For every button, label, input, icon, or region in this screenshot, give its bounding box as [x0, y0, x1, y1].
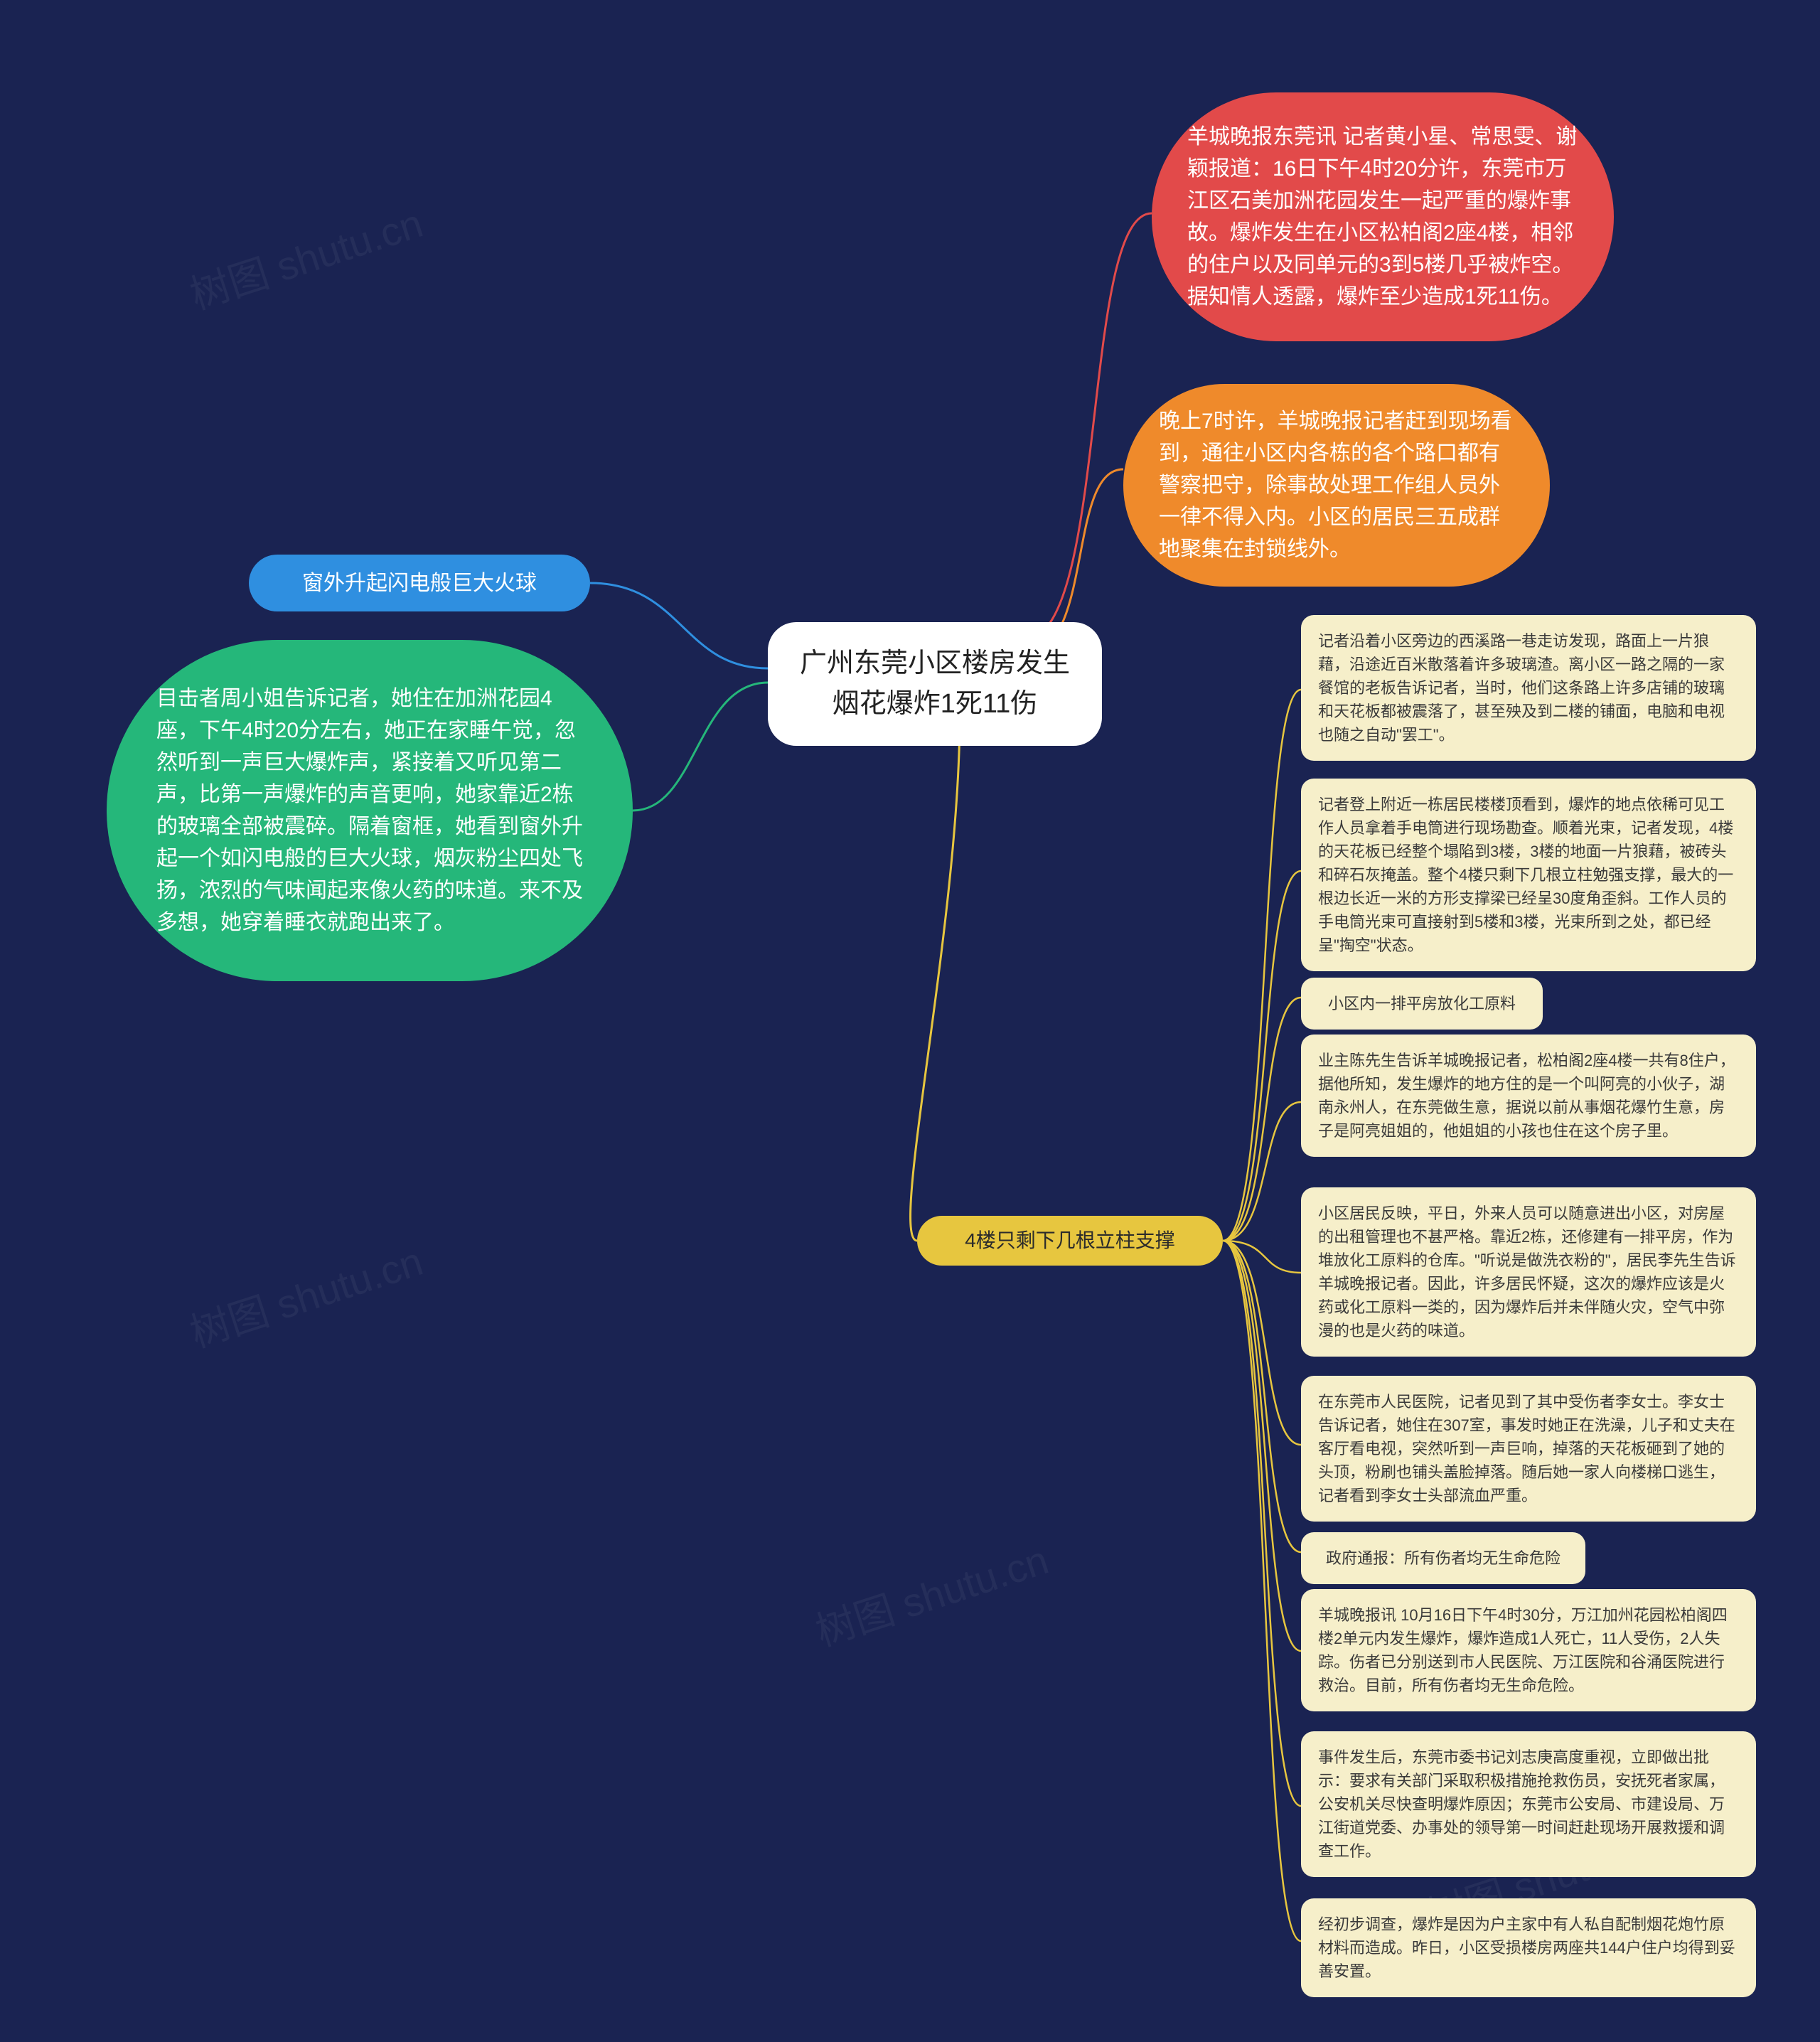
- leaf-node[interactable]: 记者登上附近一栋居民楼楼顶看到，爆炸的地点依稀可见工作人员拿着手电筒进行现场勘查…: [1301, 779, 1756, 971]
- watermark: 树图 shutu.cn: [182, 1230, 429, 1359]
- branch-node-blue[interactable]: 窗外升起闪电般巨大火球: [249, 555, 590, 611]
- leaf-node[interactable]: 小区居民反映，平日，外来人员可以随意进出小区，对房屋的出租管理也不甚严格。靠近2…: [1301, 1187, 1756, 1357]
- branch-node-green[interactable]: 目击者周小姐告诉记者，她住在加洲花园4座，下午4时20分左右，她正在家睡午觉，忽…: [107, 640, 633, 981]
- root-node[interactable]: 广州东莞小区楼房发生烟花爆炸1死11伤: [768, 622, 1102, 746]
- branch-node-orange[interactable]: 晚上7时许，羊城晚报记者赶到现场看到，通往小区内各栋的各个路口都有警察把守，除事…: [1123, 384, 1550, 587]
- leaf-node[interactable]: 业主陈先生告诉羊城晚报记者，松柏阁2座4楼一共有8住户，据他所知，发生爆炸的地方…: [1301, 1035, 1756, 1157]
- leaf-node[interactable]: 小区内一排平房放化工原料: [1301, 978, 1543, 1030]
- leaf-node[interactable]: 经初步调查，爆炸是因为户主家中有人私自配制烟花炮竹原材料而造成。昨日，小区受损楼…: [1301, 1898, 1756, 1997]
- leaf-node[interactable]: 事件发生后，东莞市委书记刘志庚高度重视，立即做出批示：要求有关部门采取积极措施抢…: [1301, 1731, 1756, 1877]
- watermark: 树图 shutu.cn: [182, 192, 429, 321]
- watermark: 树图 shutu.cn: [808, 1529, 1055, 1658]
- leaf-node[interactable]: 在东莞市人民医院，记者见到了其中受伤者李女士。李女士告诉记者，她住在307室，事…: [1301, 1376, 1756, 1522]
- leaf-node[interactable]: 记者沿着小区旁边的西溪路一巷走访发现，路面上一片狼藉，沿途近百米散落着许多玻璃渣…: [1301, 615, 1756, 761]
- branch-node-yellow[interactable]: 4楼只剩下几根立柱支撑: [917, 1216, 1223, 1266]
- branch-node-red[interactable]: 羊城晚报东莞讯 记者黄小星、常思雯、谢颖报道：16日下午4时20分许，东莞市万江…: [1152, 92, 1614, 341]
- leaf-node[interactable]: 政府通报：所有伤者均无生命危险: [1301, 1532, 1585, 1584]
- leaf-node[interactable]: 羊城晚报讯 10月16日下午4时30分，万江加州花园松柏阁四楼2单元内发生爆炸，…: [1301, 1589, 1756, 1711]
